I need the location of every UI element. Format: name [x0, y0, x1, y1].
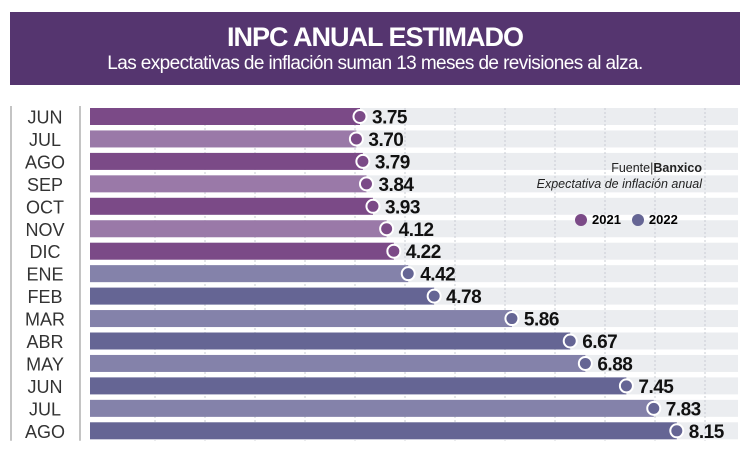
data-label: 5.86: [524, 310, 559, 331]
legend-label-2022: 2022: [648, 212, 678, 227]
category-label: MAY: [26, 354, 64, 374]
category-label: MAR: [25, 310, 65, 330]
source-label: Fuente: [611, 161, 651, 175]
chart-title: INPC ANUAL ESTIMADO: [226, 22, 524, 52]
bar-end-marker: [562, 333, 578, 349]
bar-oct-2021: [90, 197, 373, 215]
source-description: Expectativa de inflación anual: [536, 177, 702, 191]
bar-end-marker: [646, 400, 662, 416]
legend: 2021 2022: [575, 212, 678, 227]
bar-end-marker: [379, 221, 395, 237]
bar-end-marker: [386, 243, 402, 259]
data-label: 4.22: [406, 242, 441, 263]
bar-end-marker: [355, 153, 371, 169]
data-label: 7.45: [638, 377, 674, 398]
data-label: 4.42: [420, 265, 455, 286]
source-name: Banxico: [653, 161, 702, 175]
data-label: 3.79: [375, 152, 410, 173]
bar-end-marker: [352, 109, 368, 124]
bar-sep-2021: [90, 175, 367, 193]
header-banner: INPC ANUAL ESTIMADO Las expectativas de …: [10, 12, 740, 85]
bar-end-marker: [504, 311, 520, 327]
source-note: Fuente|Banxico Expectativa de inflación …: [536, 161, 702, 191]
bar-dic-2021: [90, 242, 394, 260]
bar-nov-2021: [90, 220, 387, 238]
category-label: AGO: [25, 152, 65, 172]
chart-subtitle: Las expectativas de inflación suman 13 m…: [107, 53, 643, 74]
data-label: 3.70: [368, 130, 403, 151]
data-label: 4.78: [446, 287, 481, 308]
bar-end-marker: [358, 176, 374, 192]
bar-may-2022: [90, 354, 586, 372]
data-label: 3.93: [385, 197, 420, 218]
bar-end-marker: [618, 378, 634, 394]
data-label: 8.15: [689, 422, 725, 443]
bar-ago-2022: [90, 422, 677, 440]
bar-jul-2021: [90, 130, 357, 148]
data-label: 6.67: [582, 332, 617, 353]
category-label: NOV: [25, 220, 64, 240]
bar-jun-2021: [90, 108, 360, 125]
category-label: ENE: [26, 265, 63, 285]
legend-swatch-2022: [631, 213, 644, 226]
bar-feb-2022: [90, 287, 435, 305]
bar-jul-2022: [90, 399, 654, 417]
category-label: DIC: [30, 242, 61, 262]
category-label: JUL: [29, 130, 61, 150]
bar-ene-2022: [90, 265, 409, 283]
bar-ago-2021: [90, 152, 363, 170]
bar-end-marker: [577, 355, 593, 371]
bar-end-marker: [400, 266, 416, 282]
bar-abr-2022: [90, 332, 571, 350]
bar-end-marker: [426, 288, 442, 304]
category-label: OCT: [26, 197, 64, 217]
category-label: SEP: [27, 175, 63, 195]
category-label: AGO: [25, 422, 65, 442]
data-label: 7.83: [666, 399, 701, 420]
data-label: 3.84: [378, 175, 414, 196]
data-label: 4.12: [399, 220, 434, 241]
bar-jun-2022: [90, 377, 627, 395]
legend-label-2021: 2021: [592, 212, 621, 227]
category-label: ABR: [26, 332, 63, 352]
bar-end-marker: [348, 131, 364, 147]
data-label: 3.75: [372, 108, 408, 129]
category-label: FEB: [27, 287, 62, 307]
category-label: JUN: [28, 377, 63, 397]
bar-end-marker: [669, 423, 685, 439]
bar-mar-2022: [90, 310, 512, 328]
category-label: JUN: [28, 108, 63, 128]
bar-end-marker: [365, 198, 381, 214]
legend-swatch-2021: [575, 213, 587, 226]
data-label: 6.88: [597, 354, 632, 375]
category-label: JUL: [29, 399, 61, 419]
